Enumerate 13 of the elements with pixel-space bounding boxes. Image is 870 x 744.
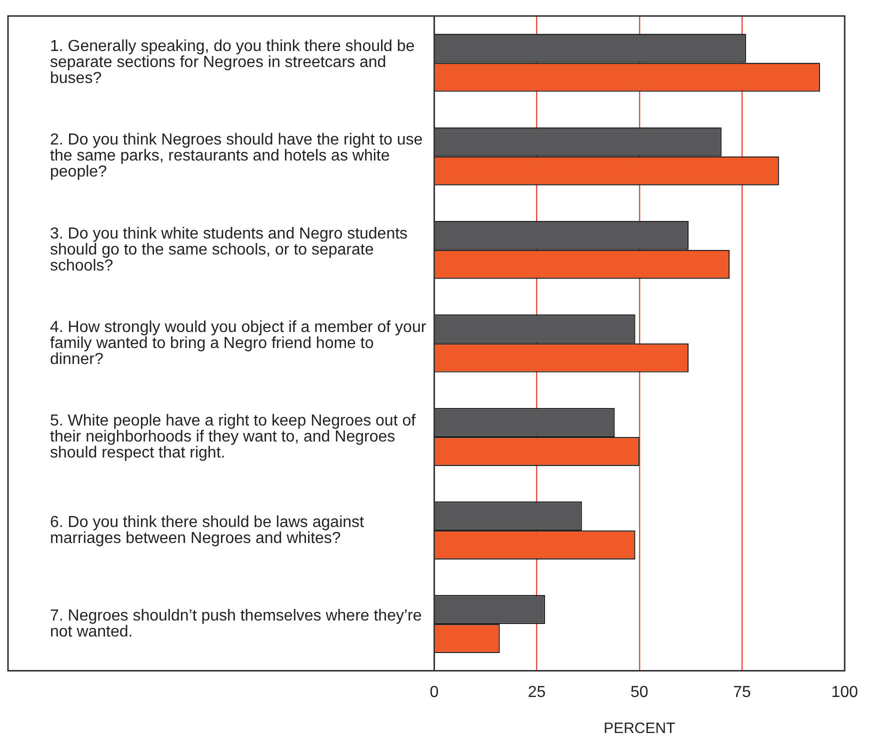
x-tick-label: 25 bbox=[528, 684, 546, 701]
x-axis-title: PERCENT bbox=[604, 720, 676, 738]
x-tick-label: 0 bbox=[430, 684, 439, 701]
y-tick-label: 7. Negroes shouldn’t push themselves where they’re not wanted. bbox=[50, 607, 422, 640]
x-tick-label: 50 bbox=[630, 684, 648, 701]
y-tick-label: 5. White people have a right to keep Negroes out of their neighborhoods if they want to, and Negroes should respect that right. bbox=[50, 412, 416, 462]
x-tick-label: 75 bbox=[733, 684, 752, 701]
y-tick-label: 3. Do you think white students and Negro students should go to the same schools, or to separate schools? bbox=[50, 225, 408, 274]
y-tick-label: 1. Generally speaking, do you think there should be separate sections for Negroes in streetcars and buses? bbox=[50, 38, 415, 88]
y-tick-label: 2. Do you think Negroes should have the right to use the same parks, restaurants and hotels as white people? bbox=[50, 132, 423, 181]
y-tick-label: 4. How strongly would you object if a member of your family wanted to bring a Negro friend home to dinner? bbox=[50, 318, 427, 368]
y-tick-label: 6. Do you think there should be laws against marriages between Negroes and whites? bbox=[50, 514, 365, 547]
x-tick-label: 100 bbox=[831, 684, 858, 701]
